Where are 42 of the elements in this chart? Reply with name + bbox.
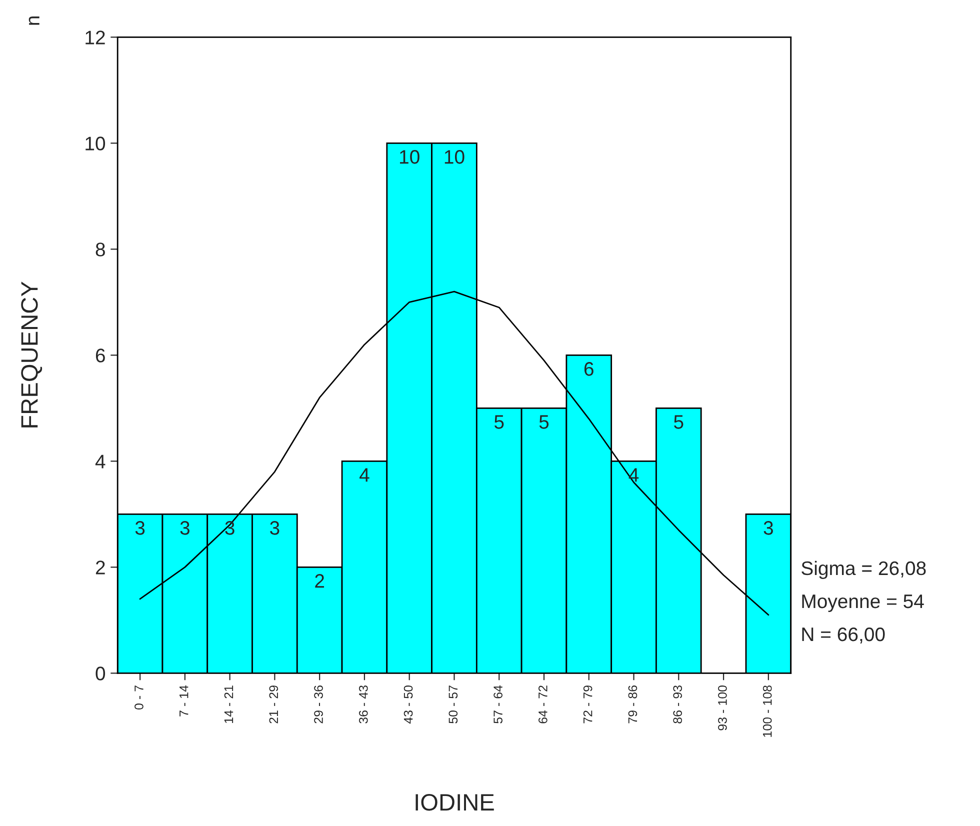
x-tick-label: 93 - 100 (718, 685, 727, 730)
x-tick-label: 21 - 29 (269, 686, 278, 724)
x-tick-label: 36 - 43 (358, 686, 368, 724)
text: Moyenne = 54 (802, 594, 924, 612)
y-tick-label: 0 (96, 666, 106, 680)
data-label: 5 (539, 415, 549, 429)
x-tick-label: 86 - 93 (673, 686, 682, 724)
x-tick-label: 64 - 72 (538, 686, 548, 724)
data-label: 6 (584, 362, 594, 376)
y-tick-label: 10 (86, 136, 106, 150)
x-tick-label: 57 - 64 (494, 685, 502, 724)
y-tick-label: 6 (96, 348, 105, 362)
x-tick-label: 43 - 50 (404, 685, 413, 724)
data-label: 2 (315, 574, 324, 588)
y-axis-title: FREQUENCY (21, 282, 42, 428)
y-tick-label: 4 (95, 454, 106, 468)
data-label: 3 (764, 521, 773, 535)
y-tick-label: 12 (86, 30, 105, 44)
data-label: 3 (270, 521, 280, 535)
data-label: 5 (494, 415, 504, 429)
data-label: 4 (360, 468, 370, 482)
text: Sigma = 26,08 (802, 560, 926, 580)
y-tick-label: 8 (96, 242, 105, 256)
x-tick-label: 72 - 79 (583, 686, 592, 724)
x-tick-label: 50 - 57 (448, 686, 458, 724)
data-label: 5 (674, 415, 684, 429)
x-tick-label: 100 - 108 (762, 686, 772, 737)
data-label: 3 (225, 521, 234, 535)
data-label: 3 (135, 521, 145, 535)
y-tick-label: 2 (96, 560, 105, 574)
x-tick-label: 14 - 21 (224, 686, 234, 723)
data-label: 10 (400, 150, 420, 164)
x-tick-label: 0 - 7 (134, 686, 144, 710)
data-label: 10 (444, 150, 464, 164)
x-tick-label: 29 - 36 (314, 686, 323, 724)
text: N = 66,00 (802, 627, 885, 644)
x-axis-title: IODINE (416, 794, 494, 811)
text: n (28, 16, 40, 25)
x-tick-label: 7 - 14 (180, 685, 188, 716)
data-label: 3 (180, 521, 190, 535)
data-label: 4 (628, 468, 639, 482)
x-tick-label: 79 - 86 (628, 686, 638, 724)
